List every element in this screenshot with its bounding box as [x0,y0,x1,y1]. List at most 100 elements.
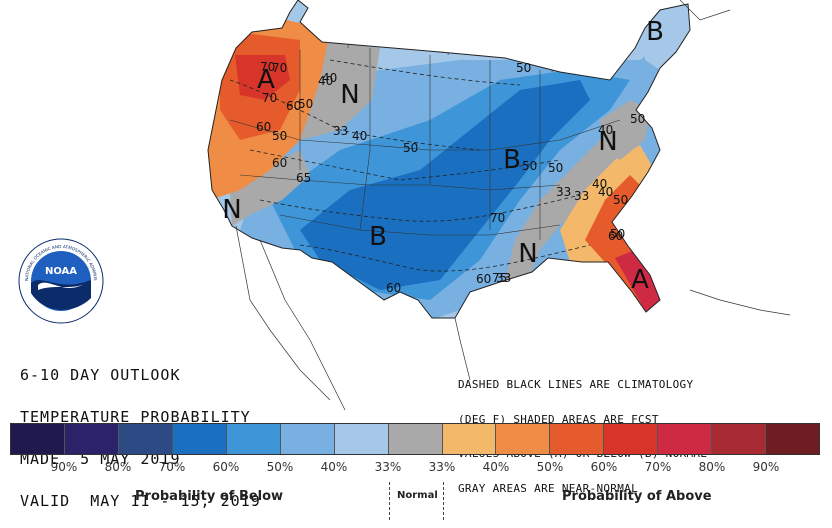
map-letter-above: A [631,265,649,295]
contour-label: 40 [592,177,607,191]
noaa-logo: NOAA NATIONAL OCEANIC AND ATMOSPHERIC AD… [18,238,104,324]
map-letter-normal: N [340,80,359,110]
contour-label: 70 [260,60,275,74]
contour-label: 40 [598,185,613,199]
legend-swatch-1 [64,424,119,454]
legend-tick-label: 60% [590,460,618,474]
legend-swatch-7 [388,424,443,454]
map-letter-below: B [369,222,387,252]
above-northwest-peak [235,55,290,100]
legend-swatch-4 [226,424,281,454]
legend-tick-label: 90% [752,460,780,474]
map-letter-above: A [257,65,275,95]
legend-swatch-9 [496,424,551,454]
contour-label: 60 [476,272,491,286]
climatology-line-3 [259,194,581,222]
legend-tick-label: 80% [698,460,726,474]
legend-swatch-13 [712,424,767,454]
normal-great-basin [230,150,310,226]
contour-label: 70 [262,91,277,105]
caribbean-islands [689,289,791,316]
contour-label: 33 [333,124,348,138]
map-letter-below: B [503,145,521,175]
contour-label: 50 [610,227,625,241]
legend-tick-label: 40% [482,460,510,474]
us-coastline [207,0,691,319]
legend-swatch-2 [118,424,173,454]
contour-label: 50 [298,97,313,111]
legend-tick-label: 80% [104,460,132,474]
legend-swatch-8 [442,424,497,454]
note-line-2: (DEG F) SHADED AREAS ARE FCST [458,412,659,426]
contour-label: 70 [490,211,505,225]
contour-label: 33 [574,189,589,203]
legend-swatch-11 [604,424,659,454]
legend-swatch-12 [658,424,713,454]
contour-label: 50 [272,129,287,143]
contour-label: 70 [272,61,287,75]
legend-above-caption: Probability of Above [562,489,712,504]
contour-label: 50 [516,61,531,75]
legend-swatch-14 [766,424,820,454]
climatology-line-2 [249,149,561,181]
climatology-line-5 [329,59,521,86]
legend-tick-label: 40% [320,460,348,474]
outlook-line-type: 6-10 DAY OUTLOOK [20,366,181,384]
legend-tick-label: 60% [212,460,240,474]
noaa-logo-text: NOAA [45,266,77,277]
legend-tick-label: 50% [536,460,564,474]
contour-label: 40 [352,129,367,143]
probability-legend-bar [10,423,820,455]
outlook-line-made: MADE 5 MAY 2019 [20,450,181,468]
legend-swatch-5 [280,424,335,454]
contour-label: 60 [256,120,271,134]
climatology-line-4 [299,244,591,272]
outlook-title-block: 6-10 DAY OUTLOOK TEMPERATURE PROBABILITY… [20,340,261,528]
canada-maritimes [679,0,731,21]
contour-label: 40 [322,71,337,85]
climatology-line-1 [229,79,481,151]
outlook-line-variable: TEMPERATURE PROBABILITY [20,408,251,426]
contour-label: 60 [272,156,287,170]
contour-label: 33 [496,271,511,285]
below-60-band [300,80,590,290]
gulf-mexico-coast [454,317,471,381]
contour-label: 50 [403,141,418,155]
contour-label: 50 [630,112,645,126]
below-maine [640,4,690,70]
note-line-4: GRAY AREAS ARE NEAR-NORMAL [458,481,638,495]
map-letter-normal: N [222,195,241,225]
contour-label: 40 [598,123,613,137]
legend-swatch-10 [550,424,605,454]
legend-swatch-3 [172,424,227,454]
note-line-1: DASHED BLACK LINES ARE CLIMATOLOGY [458,378,694,391]
legend-divider-left [389,482,390,520]
legend-tick-label: 70% [644,460,672,474]
contour-label: 60 [286,99,301,113]
outlook-line-valid: VALID MAY 11 - 15, 2019 [20,492,261,510]
contour-label: 33 [556,185,571,199]
legend-below-caption: Probability of Below [135,489,284,504]
legend-tick-label: 50% [266,460,294,474]
map-letter-normal: N [518,239,537,269]
legend-normal-caption: Normal [397,490,438,501]
contour-label: 65 [296,171,311,185]
contour-label: 75 [492,271,507,285]
legend-tick-label: 70% [158,460,186,474]
mexico-coast [259,239,346,411]
legend-swatch-6 [334,424,389,454]
map-letter-below: B [646,17,664,47]
contour-label: 50 [613,193,628,207]
contour-label: 60 [608,229,623,243]
legend-swatch-0 [11,424,65,454]
legend-tick-label: 90% [50,460,78,474]
contour-label: 40 [318,74,333,88]
contour-label: 60 [386,281,401,295]
probability-legend-ticks: 90% 80% 70% 60% 50% 40% 33% 33% 40% 50% 60% 70% 80% 9… [10,460,820,476]
legend-divider-right [443,482,444,520]
contour-label: 50 [548,161,563,175]
legend-tick-label: 33% [374,460,402,474]
contour-label: 50 [522,159,537,173]
baja-coast [235,225,331,401]
